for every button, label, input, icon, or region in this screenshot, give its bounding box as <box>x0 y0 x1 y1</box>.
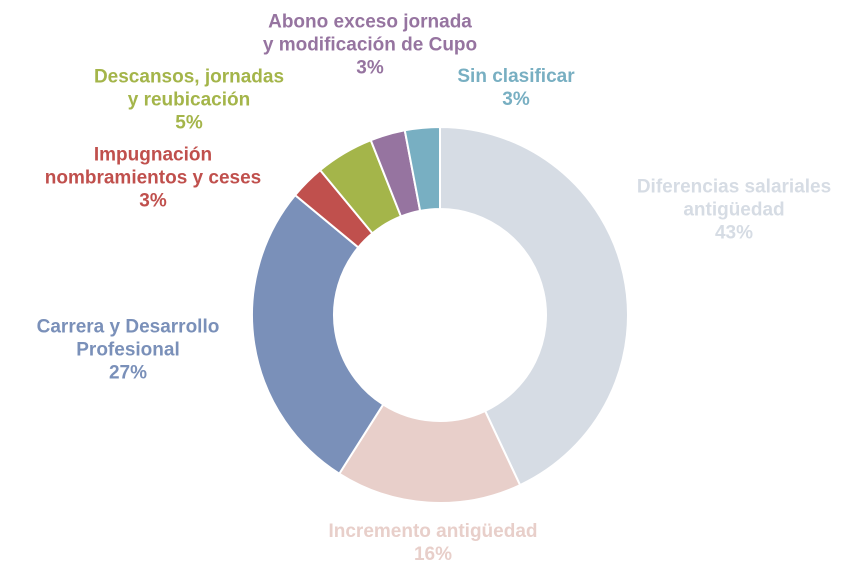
slice-label: Carrera y Desarrollo Profesional 27% <box>37 316 220 385</box>
donut-slice <box>251 193 385 476</box>
value-label: 3% <box>139 190 167 212</box>
slice-label: Incremento antigüedad 16% <box>328 520 537 565</box>
slice-label: Abono exceso jornada y modificación de C… <box>263 11 477 80</box>
donut-slice <box>439 125 629 487</box>
value-label: 3% <box>502 89 530 110</box>
category-label: Carrera y Desarrollo Profesional <box>36 316 220 361</box>
category-label: Abono exceso jornada y modificación de C… <box>262 11 478 56</box>
value-label: 16% <box>413 544 453 565</box>
category-label: Sin clasificar <box>457 66 575 87</box>
value-label: 3% <box>356 57 384 79</box>
value-label: 27% <box>108 362 148 384</box>
category-label: Descansos, jornadas y reubicación <box>93 66 285 111</box>
slice-label: Descansos, jornadas y reubicación 5% <box>94 66 284 135</box>
value-label: 43% <box>714 222 754 244</box>
value-label: 5% <box>175 112 203 134</box>
category-label: Diferencias salariales antigüedad <box>636 176 832 221</box>
donut-slice <box>403 125 441 213</box>
slice-label: Diferencias salariales antigüedad 43% <box>637 176 831 245</box>
category-label: Incremento antigüedad <box>328 521 538 542</box>
slice-label: Impugnación nombramientos y ceses 3% <box>45 144 261 213</box>
category-label: Impugnación nombramientos y ceses <box>44 144 262 189</box>
slice-label: Sin clasificar 3% <box>457 65 574 111</box>
